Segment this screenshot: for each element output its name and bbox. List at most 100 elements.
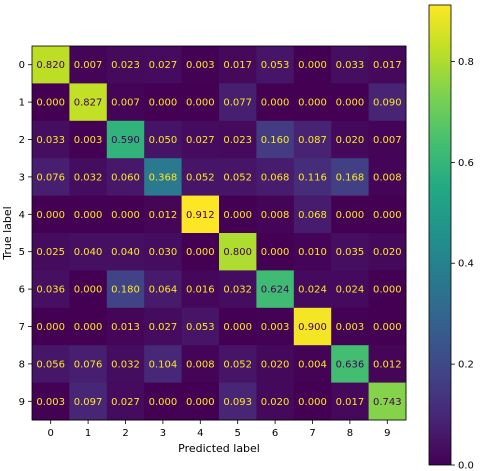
heatmap-cell <box>32 345 70 384</box>
heatmap-cell <box>293 382 332 421</box>
heatmap-cell <box>181 270 220 309</box>
cell-value-label: 0.056 <box>36 359 65 370</box>
cell-value-label: 0.093 <box>223 397 252 408</box>
heatmap-cell <box>181 83 220 122</box>
heatmap-cell <box>368 46 407 84</box>
heatmap-cell <box>144 120 183 159</box>
heatmap-cell <box>32 120 70 159</box>
heatmap-cell <box>256 345 295 384</box>
cell-value-label: 0.003 <box>74 135 103 146</box>
y-tick-label: 0 <box>19 60 25 71</box>
heatmap-cell <box>256 195 295 234</box>
heatmap-cell <box>32 382 70 421</box>
heatmap-cell <box>106 83 145 122</box>
cell-value-label: 0.590 <box>111 135 140 146</box>
heatmap-cell <box>32 158 70 197</box>
heatmap-cell <box>32 83 70 122</box>
heatmap-cell <box>293 195 332 234</box>
heatmap-cell <box>331 120 370 159</box>
cell-value-label: 0.000 <box>149 98 178 109</box>
cell-value-label: 0.104 <box>149 359 178 370</box>
cell-value-label: 0.820 <box>36 60 65 71</box>
cell-value-label: 0.035 <box>336 247 365 258</box>
colorbar-tick-label: 0.8 <box>458 57 474 68</box>
y-axis: 0 1 2 3 4 5 6 7 8 9 <box>19 60 32 408</box>
cell-value-label: 0.017 <box>373 60 402 71</box>
cell-value-label: 0.010 <box>298 247 327 258</box>
heatmap-grid: 0.820 0.007 0.023 0.027 0.003 0.017 0.053 0.000… <box>32 46 407 421</box>
colorbar: 0.0 0.2 0.4 0.6 0.8 <box>428 4 474 471</box>
cell-value-label: 0.912 <box>186 210 215 221</box>
cell-value-label: 0.004 <box>298 359 327 370</box>
cell-value-label: 0.027 <box>149 60 178 71</box>
x-tick-label: 3 <box>160 428 166 439</box>
cell-value-label: 0.064 <box>149 285 178 296</box>
heatmap-cell <box>144 158 183 197</box>
cell-value-label: 0.077 <box>223 98 252 109</box>
cell-value-label: 0.053 <box>261 60 290 71</box>
heatmap-cell <box>144 382 183 421</box>
heatmap-cell <box>219 382 257 421</box>
y-tick-label: 2 <box>19 135 25 146</box>
heatmap-cell <box>106 307 145 346</box>
heatmap-cell <box>368 195 407 234</box>
heatmap-cell <box>368 83 407 122</box>
cell-value-label: 0.008 <box>373 172 402 183</box>
cell-value-label: 0.008 <box>186 359 215 370</box>
heatmap-cell <box>331 270 370 309</box>
heatmap-cell <box>293 46 332 84</box>
cell-value-label: 0.013 <box>111 322 140 333</box>
heatmap-cell <box>219 46 257 84</box>
cell-value-label: 0.000 <box>36 322 65 333</box>
cell-value-label: 0.000 <box>298 60 327 71</box>
cell-value-label: 0.020 <box>261 397 290 408</box>
heatmap-cell <box>32 270 70 309</box>
cell-value-label: 0.040 <box>111 247 140 258</box>
cell-value-label: 0.000 <box>373 322 402 333</box>
x-tick-label: 0 <box>48 428 54 439</box>
cell-value-label: 0.000 <box>373 210 402 221</box>
colorbar-tick-label: 0.0 <box>458 461 474 471</box>
cell-value-label: 0.012 <box>373 359 402 370</box>
heatmap-cell <box>331 46 370 84</box>
heatmap-cell <box>144 307 183 346</box>
x-tick-label: 9 <box>384 428 390 439</box>
cell-value-label: 0.000 <box>261 98 290 109</box>
heatmap-cell <box>32 233 70 271</box>
heatmap-cell <box>69 345 108 384</box>
heatmap-cell <box>106 382 145 421</box>
cell-value-label: 0.087 <box>298 135 327 146</box>
cell-value-label: 0.032 <box>111 359 140 370</box>
cell-value-label: 0.097 <box>74 397 103 408</box>
cell-value-label: 0.017 <box>336 397 365 408</box>
cell-value-label: 0.007 <box>74 60 103 71</box>
heatmap-cell <box>69 120 108 159</box>
cell-value-label: 0.743 <box>373 397 402 408</box>
heatmap-cell <box>181 233 220 271</box>
cell-value-label: 0.007 <box>111 98 140 109</box>
cell-value-label: 0.027 <box>111 397 140 408</box>
cell-value-label: 0.023 <box>111 60 140 71</box>
heatmap-cell <box>69 270 108 309</box>
cell-value-label: 0.003 <box>336 322 365 333</box>
x-tick-label: 8 <box>347 428 353 439</box>
cell-value-label: 0.000 <box>336 210 365 221</box>
cell-value-label: 0.000 <box>36 98 65 109</box>
x-axis-label: Predicted label <box>178 442 260 455</box>
cell-value-label: 0.800 <box>223 247 252 258</box>
cell-value-label: 0.000 <box>373 285 402 296</box>
cell-value-label: 0.020 <box>261 359 290 370</box>
cell-value-label: 0.624 <box>261 285 290 296</box>
heatmap-cell <box>106 158 145 197</box>
cell-value-label: 0.000 <box>186 98 215 109</box>
heatmap-cell <box>32 307 70 346</box>
cell-value-label: 0.068 <box>298 210 327 221</box>
cell-value-label: 0.368 <box>149 172 178 183</box>
heatmap-cell <box>293 83 332 122</box>
colorbar-tick-label: 0.2 <box>458 360 474 371</box>
heatmap-cell <box>293 233 332 271</box>
heatmap-cell <box>331 307 370 346</box>
heatmap-cell <box>181 382 220 421</box>
heatmap-cell <box>331 195 370 234</box>
